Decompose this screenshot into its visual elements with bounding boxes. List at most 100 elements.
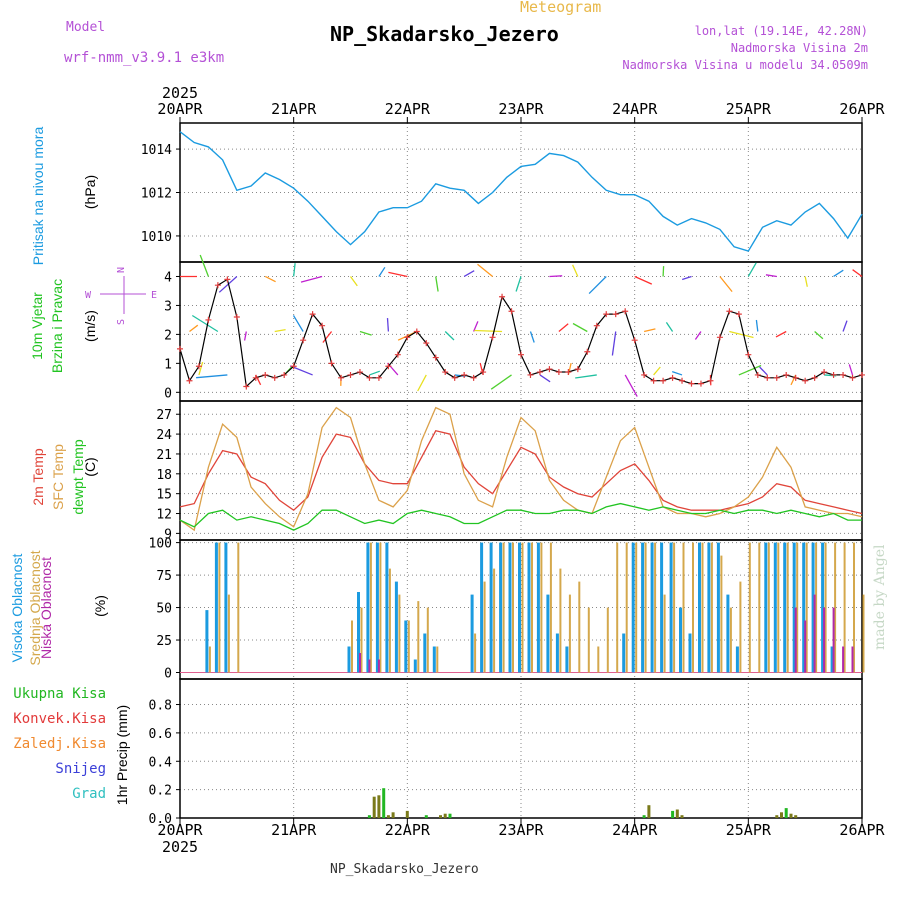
cloud-mid-bar bbox=[483, 581, 486, 673]
wind-speed-marker bbox=[697, 380, 704, 387]
wind-speed-marker bbox=[735, 311, 742, 318]
x-tick-label-bottom: 21APR bbox=[271, 821, 317, 839]
cloud-mid-bar bbox=[578, 581, 581, 673]
cloud-mid-bar bbox=[673, 542, 676, 673]
wind-direction-arrow bbox=[191, 314, 219, 333]
cloud-mid-bar bbox=[853, 542, 855, 673]
wind-speed-marker bbox=[338, 374, 345, 381]
page-title: NP_Skadarsko_Jezero bbox=[330, 22, 559, 46]
wind-direction-arrow bbox=[729, 330, 754, 339]
cloud-high-bar bbox=[830, 646, 834, 673]
wind-direction-arrow bbox=[848, 364, 854, 376]
wind-speed-marker bbox=[195, 363, 202, 370]
precip-bar bbox=[424, 815, 428, 818]
cloud-unit: (%) bbox=[92, 595, 108, 617]
wind-speed-marker bbox=[470, 374, 477, 381]
cloud-mid-bar bbox=[218, 542, 221, 673]
wind-speed-marker bbox=[461, 371, 468, 378]
wind-speed-marker bbox=[707, 377, 714, 384]
x-tick-label-top: 23APR bbox=[498, 100, 544, 118]
wind-speed-marker bbox=[309, 311, 316, 318]
cloud-low-bar bbox=[804, 620, 807, 673]
wind-speed-marker bbox=[650, 377, 657, 384]
year-label-bottom: 2025 bbox=[162, 838, 198, 856]
compass-east: E bbox=[151, 290, 157, 301]
y-tick-label: 3 bbox=[164, 299, 172, 314]
wind-direction-arrow bbox=[463, 270, 475, 278]
wind-speed-marker bbox=[319, 322, 326, 329]
y-tick-label: 21 bbox=[156, 448, 172, 463]
precip-unit: 1hr Precip (mm) bbox=[114, 704, 130, 806]
y-tick-label: 1 bbox=[164, 357, 172, 372]
cloud-high-bar bbox=[357, 592, 360, 673]
cloud-high-bar bbox=[423, 633, 427, 673]
wind-speed-marker bbox=[688, 380, 695, 387]
y-tick-label: 75 bbox=[156, 569, 172, 584]
wind-direction-arrow bbox=[842, 320, 848, 332]
cloud-high-bar bbox=[660, 542, 664, 673]
cloud-high-bar bbox=[546, 594, 550, 673]
y-tick-label: 25 bbox=[156, 634, 172, 649]
wind-direction-arrow bbox=[572, 322, 588, 333]
cloud-mid-bar bbox=[796, 542, 799, 673]
cloud-high-bar bbox=[366, 542, 370, 673]
wind-direction-arrow bbox=[653, 366, 661, 376]
cloud-mid-bar bbox=[587, 607, 590, 673]
wind-speed-marker bbox=[518, 351, 524, 358]
cloud-mid-bar bbox=[417, 601, 420, 673]
y-tick-label: 0 bbox=[164, 667, 172, 682]
cloud-low-bar bbox=[794, 607, 797, 673]
wind-direction-arrow bbox=[199, 254, 210, 277]
wind-direction-arrow bbox=[755, 319, 759, 332]
wind-speed-marker bbox=[375, 374, 382, 381]
cloud-high-bar bbox=[622, 633, 626, 673]
cloud-mid-bar bbox=[616, 542, 619, 673]
wind-label-2: Brzina i Pravac bbox=[49, 278, 65, 374]
wind-speed-marker bbox=[385, 363, 392, 370]
x-tick-label-top: 21APR bbox=[271, 100, 317, 118]
wind-speed-marker bbox=[802, 377, 809, 384]
precip-bar bbox=[439, 815, 442, 818]
precip-bar bbox=[789, 813, 793, 818]
precip-bar bbox=[784, 808, 788, 818]
wind-direction-arrow bbox=[833, 269, 844, 278]
cloud-mid-bar bbox=[351, 620, 353, 673]
wind-speed-marker bbox=[840, 371, 847, 378]
x-tick-label-bottom: 22APR bbox=[385, 821, 431, 839]
y-tick-label: 1012 bbox=[141, 187, 172, 202]
wind-speed-marker bbox=[612, 311, 619, 318]
model-name: wrf-nmm_v3.9.1 e3km bbox=[64, 50, 225, 66]
wind-direction-arrow bbox=[738, 364, 762, 376]
wind-direction-arrow bbox=[473, 321, 479, 332]
year-label-top: 2025 bbox=[162, 84, 198, 102]
wind-speed-marker bbox=[404, 334, 411, 341]
cloud-high-bar bbox=[802, 542, 806, 673]
wind-direction-arrow bbox=[417, 374, 427, 392]
x-tick-label-bottom: 24APR bbox=[612, 821, 658, 839]
precip-bar bbox=[794, 815, 798, 818]
cloud-mid-bar bbox=[758, 542, 761, 673]
y-tick-label: 0.6 bbox=[149, 727, 172, 742]
wind-direction-arrow bbox=[435, 276, 439, 292]
wind-speed-marker bbox=[480, 369, 487, 376]
wind-speed-marker bbox=[574, 366, 581, 373]
wind-speed-marker bbox=[593, 322, 600, 329]
wind-direction-arrow bbox=[804, 276, 808, 287]
cloud-mid-bar bbox=[568, 594, 571, 673]
wind-speed-marker bbox=[745, 351, 752, 358]
precip-bar bbox=[642, 815, 646, 818]
wind-speed-marker bbox=[177, 345, 183, 352]
wind-speed-marker bbox=[214, 282, 221, 289]
wind-speed-marker bbox=[271, 374, 278, 381]
wind-speed-marker bbox=[432, 354, 439, 361]
wind-speed-marker bbox=[622, 308, 629, 315]
cloud-mid-bar bbox=[227, 594, 230, 673]
wind-speed-marker bbox=[527, 371, 534, 378]
wind-direction-arrow bbox=[515, 276, 522, 292]
cloud-high-label: Visoka Oblacnost bbox=[9, 553, 25, 663]
cloud-high-bar bbox=[698, 542, 701, 673]
x-tick-label-bottom: 20APR bbox=[157, 821, 203, 839]
wind-direction-arrow bbox=[349, 276, 358, 287]
wind-unit: (m/s) bbox=[82, 310, 98, 342]
precip-bar bbox=[680, 815, 684, 818]
